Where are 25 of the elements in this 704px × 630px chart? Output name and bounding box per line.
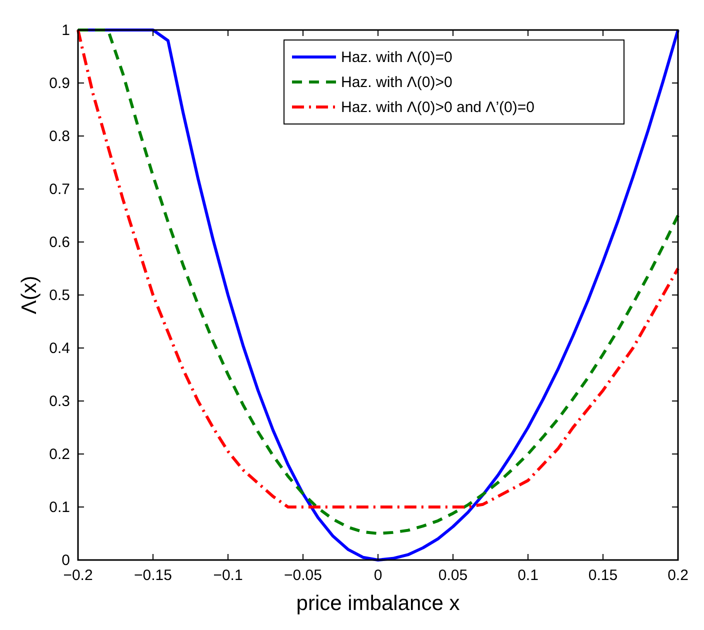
- y-tick-label: 0: [62, 552, 70, 569]
- y-tick-label: 0.6: [49, 234, 70, 251]
- x-tick-label: −0.05: [284, 567, 322, 584]
- x-tick-label: −0.2: [63, 567, 93, 584]
- y-tick-label: 0.1: [49, 499, 70, 516]
- x-tick-label: −0.1: [213, 567, 243, 584]
- y-tick-label: 0.2: [49, 446, 70, 463]
- x-tick-label: −0.15: [134, 567, 172, 584]
- legend-label: Haz. with Λ(0)=0: [341, 49, 452, 66]
- y-tick-label: 0.8: [49, 128, 70, 145]
- y-tick-label: 0.4: [49, 340, 70, 357]
- y-tick-label: 0.5: [49, 287, 70, 304]
- y-axis-title: Λ(x): [18, 276, 41, 314]
- y-tick-label: 0.7: [49, 181, 70, 198]
- x-tick-label: 0.15: [588, 567, 618, 584]
- x-tick-label: 0.05: [438, 567, 468, 584]
- y-tick-label: 1: [62, 22, 70, 39]
- y-tick-label: 0.9: [49, 75, 70, 92]
- x-tick-label: 0: [374, 567, 382, 584]
- y-tick-label: 0.3: [49, 393, 70, 410]
- x-tick-label: 0.2: [668, 567, 688, 584]
- x-axis-title: price imbalance x: [296, 592, 460, 615]
- legend-label: Haz. with Λ(0)>0: [341, 74, 452, 91]
- legend-label: Haz. with Λ(0)>0 and Λ’(0)=0: [341, 99, 534, 116]
- x-tick-label: 0.1: [518, 567, 538, 584]
